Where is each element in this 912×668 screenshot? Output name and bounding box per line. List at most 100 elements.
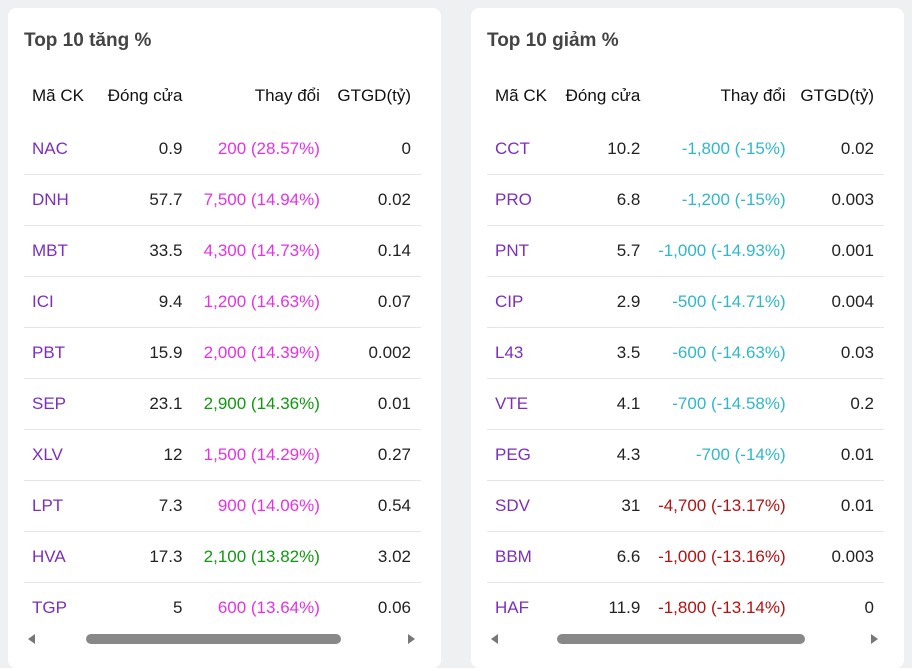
- trade-value: 0.01: [329, 378, 421, 430]
- stock-symbol[interactable]: LPT: [24, 480, 101, 532]
- table-row[interactable]: CIP 2.9 -500 (-14.71%) 0.004: [487, 276, 884, 328]
- stock-symbol[interactable]: DNH: [24, 174, 101, 226]
- close-price: 31: [560, 480, 651, 532]
- price-change: 600 (13.64%): [217, 598, 320, 617]
- table-row[interactable]: PBT 15.9 2,000 (14.39%) 0.002: [24, 327, 421, 379]
- table-row[interactable]: CCT 10.2 -1,800 (-15%) 0.02: [487, 124, 884, 175]
- top-gainers-panel: Top 10 tăng % Mã CK Đóng cửa Thay đổi GT…: [8, 8, 441, 668]
- scroll-right-arrow-icon[interactable]: [408, 634, 415, 644]
- header-value[interactable]: GTGD(tỷ): [800, 86, 874, 105]
- gainers-table-container[interactable]: Mã CK Đóng cửa Thay đổi GTGD(tỷ) NAC 0.9 2…: [24, 68, 421, 633]
- close-price: 15.9: [100, 327, 193, 379]
- close-price: 2.9: [560, 276, 651, 328]
- stock-symbol[interactable]: BBM: [487, 531, 561, 583]
- price-change: -1,000 (-13.16%): [650, 531, 796, 583]
- horizontal-scrollbar[interactable]: [26, 630, 417, 648]
- header-close[interactable]: Đóng cửa: [107, 86, 183, 105]
- scrollbar-thumb[interactable]: [86, 634, 341, 644]
- horizontal-scrollbar[interactable]: [489, 630, 880, 648]
- trade-value: 0.01: [795, 429, 884, 481]
- table-row[interactable]: L43 3.5 -600 (-14.63%) 0.03: [487, 327, 884, 379]
- trade-value: 0.03: [795, 327, 884, 379]
- losers-table-container[interactable]: Mã CK Đóng cửa Thay đổi GTGD(tỷ) CCT 10.2…: [487, 68, 884, 633]
- table-row[interactable]: NAC 0.9 200 (28.57%) 0: [24, 124, 421, 175]
- stock-symbol[interactable]: L43: [487, 327, 561, 379]
- table-row[interactable]: TGP 5 600 (13.64%) 0.06: [24, 583, 421, 634]
- close-price: 11.9: [608, 598, 641, 617]
- table-row[interactable]: VTE 4.1 -700 (-14.58%) 0.2: [487, 378, 884, 430]
- losers-table: Mã CK Đóng cửa Thay đổi GTGD(tỷ) CCT 10.2…: [487, 68, 884, 633]
- stock-symbol[interactable]: HAF: [495, 598, 529, 617]
- close-price: 6.6: [560, 531, 651, 583]
- table-row[interactable]: HVA 17.3 2,100 (13.82%) 3.02: [24, 531, 421, 583]
- table-row[interactable]: PEG 4.3 -700 (-14%) 0.01: [487, 429, 884, 481]
- table-row[interactable]: DNH 57.7 7,500 (14.94%) 0.02: [24, 174, 421, 226]
- table-row[interactable]: MBT 33.5 4,300 (14.73%) 0.14: [24, 225, 421, 277]
- trade-value: 0.001: [795, 225, 884, 277]
- header-close[interactable]: Đóng cửa: [565, 86, 641, 105]
- trade-value: 3.02: [329, 531, 421, 583]
- table-row[interactable]: PNT 5.7 -1,000 (-14.93%) 0.001: [487, 225, 884, 277]
- stock-symbol[interactable]: MBT: [24, 225, 101, 277]
- close-price: 5.7: [560, 225, 651, 277]
- stock-symbol[interactable]: XLV: [24, 429, 101, 481]
- price-change: -1,200 (-15%): [650, 174, 796, 226]
- trade-value: 0.02: [795, 124, 884, 175]
- header-symbol[interactable]: Mã CK: [495, 86, 547, 105]
- table-header-row: Mã CK Đóng cửa Thay đổi GTGD(tỷ): [24, 68, 421, 124]
- price-change: -700 (-14.58%): [650, 378, 796, 430]
- trade-value: 0.002: [329, 327, 421, 379]
- stock-symbol[interactable]: NAC: [24, 124, 101, 175]
- scroll-left-arrow-icon[interactable]: [28, 634, 35, 644]
- price-change: 7,500 (14.94%): [192, 174, 330, 226]
- close-price: 4.1: [560, 378, 651, 430]
- table-row[interactable]: ICI 9.4 1,200 (14.63%) 0.07: [24, 276, 421, 328]
- table-row[interactable]: BBM 6.6 -1,000 (-13.16%) 0.003: [487, 531, 884, 583]
- price-change: 900 (14.06%): [192, 480, 330, 532]
- stock-symbol[interactable]: PRO: [487, 174, 561, 226]
- table-row[interactable]: SEP 23.1 2,900 (14.36%) 0.01: [24, 378, 421, 430]
- close-price: 6.8: [560, 174, 651, 226]
- stock-symbol[interactable]: TGP: [32, 598, 67, 617]
- trade-value: 0.003: [795, 174, 884, 226]
- close-price: 9.4: [100, 276, 193, 328]
- price-change: -600 (-14.63%): [650, 327, 796, 379]
- price-change: 1,200 (14.63%): [192, 276, 330, 328]
- stock-symbol[interactable]: SEP: [24, 378, 101, 430]
- scroll-left-arrow-icon[interactable]: [491, 634, 498, 644]
- stock-symbol[interactable]: PNT: [487, 225, 561, 277]
- scrollbar-thumb[interactable]: [557, 634, 805, 644]
- close-price: 17.3: [100, 531, 193, 583]
- stock-symbol[interactable]: CCT: [487, 124, 561, 175]
- trade-value: 0.07: [329, 276, 421, 328]
- table-row[interactable]: XLV 12 1,500 (14.29%) 0.27: [24, 429, 421, 481]
- trade-value: 0.54: [329, 480, 421, 532]
- table-row[interactable]: SDV 31 -4,700 (-13.17%) 0.01: [487, 480, 884, 532]
- price-change: -1,800 (-15%): [650, 124, 796, 175]
- trade-value: 0.2: [795, 378, 884, 430]
- header-change[interactable]: Thay đổi: [254, 86, 320, 105]
- stock-symbol[interactable]: ICI: [24, 276, 101, 328]
- header-change[interactable]: Thay đổi: [720, 86, 786, 105]
- scroll-right-arrow-icon[interactable]: [871, 634, 878, 644]
- stock-symbol[interactable]: CIP: [487, 276, 561, 328]
- losers-title: Top 10 giảm %: [487, 30, 619, 51]
- stock-symbol[interactable]: VTE: [487, 378, 561, 430]
- table-row[interactable]: HAF 11.9 -1,800 (-13.14%) 0: [487, 583, 884, 634]
- price-change: 2,100 (13.82%): [192, 531, 330, 583]
- close-price: 23.1: [100, 378, 193, 430]
- table-row[interactable]: LPT 7.3 900 (14.06%) 0.54: [24, 480, 421, 532]
- header-value[interactable]: GTGD(tỷ): [337, 86, 411, 105]
- trade-value: 0.06: [377, 598, 411, 617]
- header-symbol[interactable]: Mã CK: [32, 86, 84, 105]
- stock-symbol[interactable]: HVA: [24, 531, 101, 583]
- stock-symbol[interactable]: PBT: [24, 327, 101, 379]
- gainers-table: Mã CK Đóng cửa Thay đổi GTGD(tỷ) NAC 0.9 2…: [24, 68, 421, 633]
- price-change: -500 (-14.71%): [650, 276, 796, 328]
- trade-value: 0.01: [795, 480, 884, 532]
- gainers-title: Top 10 tăng %: [24, 30, 152, 51]
- stock-symbol[interactable]: PEG: [487, 429, 561, 481]
- stock-symbol[interactable]: SDV: [487, 480, 561, 532]
- table-row[interactable]: PRO 6.8 -1,200 (-15%) 0.003: [487, 174, 884, 226]
- close-price: 0.9: [100, 124, 193, 175]
